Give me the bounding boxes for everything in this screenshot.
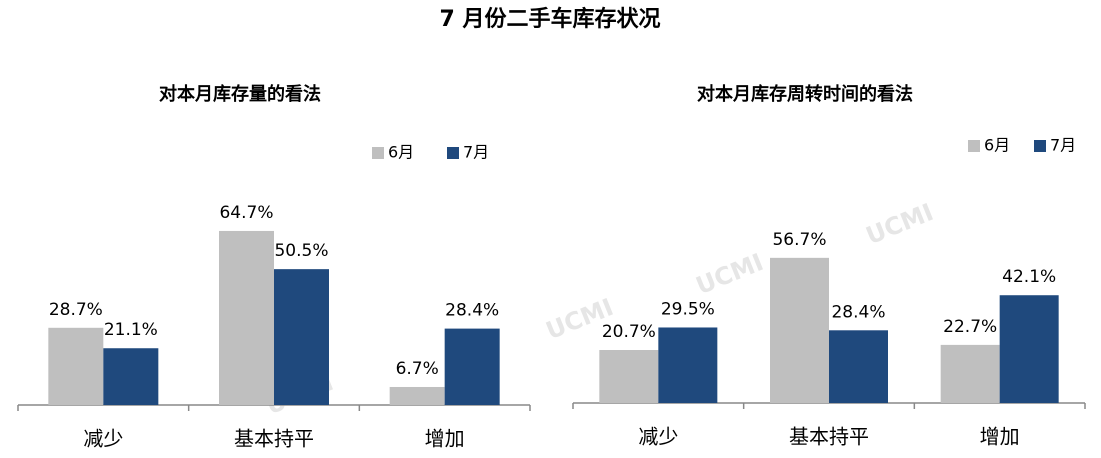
legend-label: 7月 (463, 143, 489, 162)
legend-swatch (968, 140, 980, 152)
x-tick-label: 增加 (425, 427, 465, 451)
data-label: 20.7% (602, 322, 656, 342)
chart-title: 对本月库存量的看法 (159, 83, 321, 105)
data-label: 42.1% (1002, 267, 1056, 287)
legend-label: 7月 (1050, 136, 1076, 155)
x-tick-label: 减少 (638, 425, 678, 449)
legend-swatch (447, 147, 459, 159)
data-label: 21.1% (104, 320, 158, 340)
legend-label: 6月 (984, 136, 1010, 155)
data-label: 64.7% (219, 203, 273, 223)
data-label: 28.4% (831, 302, 885, 322)
bar (999, 295, 1059, 403)
legend-swatch (1034, 140, 1046, 152)
bar (103, 348, 159, 405)
bar (658, 327, 718, 403)
x-tick-label: 减少 (83, 427, 123, 451)
bar (219, 230, 274, 405)
data-label: 28.7% (49, 300, 103, 320)
bar (48, 327, 104, 405)
page-title: 7 月份二手车库存状况 (440, 6, 661, 32)
watermark: UCMI (862, 198, 937, 250)
bar (770, 257, 829, 403)
x-tick-label: 基本持平 (234, 427, 314, 451)
data-label: 29.5% (661, 299, 715, 319)
bar (940, 344, 1000, 403)
watermark: UCMI (692, 248, 767, 300)
bar (829, 330, 888, 403)
chart-title: 对本月库存周转时间的看法 (697, 83, 913, 105)
data-label: 22.7% (943, 317, 997, 337)
legend-swatch (372, 147, 384, 159)
data-label: 6.7% (396, 359, 439, 379)
data-label: 28.4% (445, 301, 499, 321)
bar (274, 269, 329, 405)
bar (599, 350, 659, 403)
bar (444, 328, 500, 405)
bar (389, 386, 445, 405)
x-tick-label: 增加 (980, 425, 1020, 449)
legend-label: 6月 (388, 143, 414, 162)
data-label: 50.5% (274, 241, 328, 261)
x-tick-label: 基本持平 (789, 425, 869, 449)
data-label: 56.7% (772, 230, 826, 250)
